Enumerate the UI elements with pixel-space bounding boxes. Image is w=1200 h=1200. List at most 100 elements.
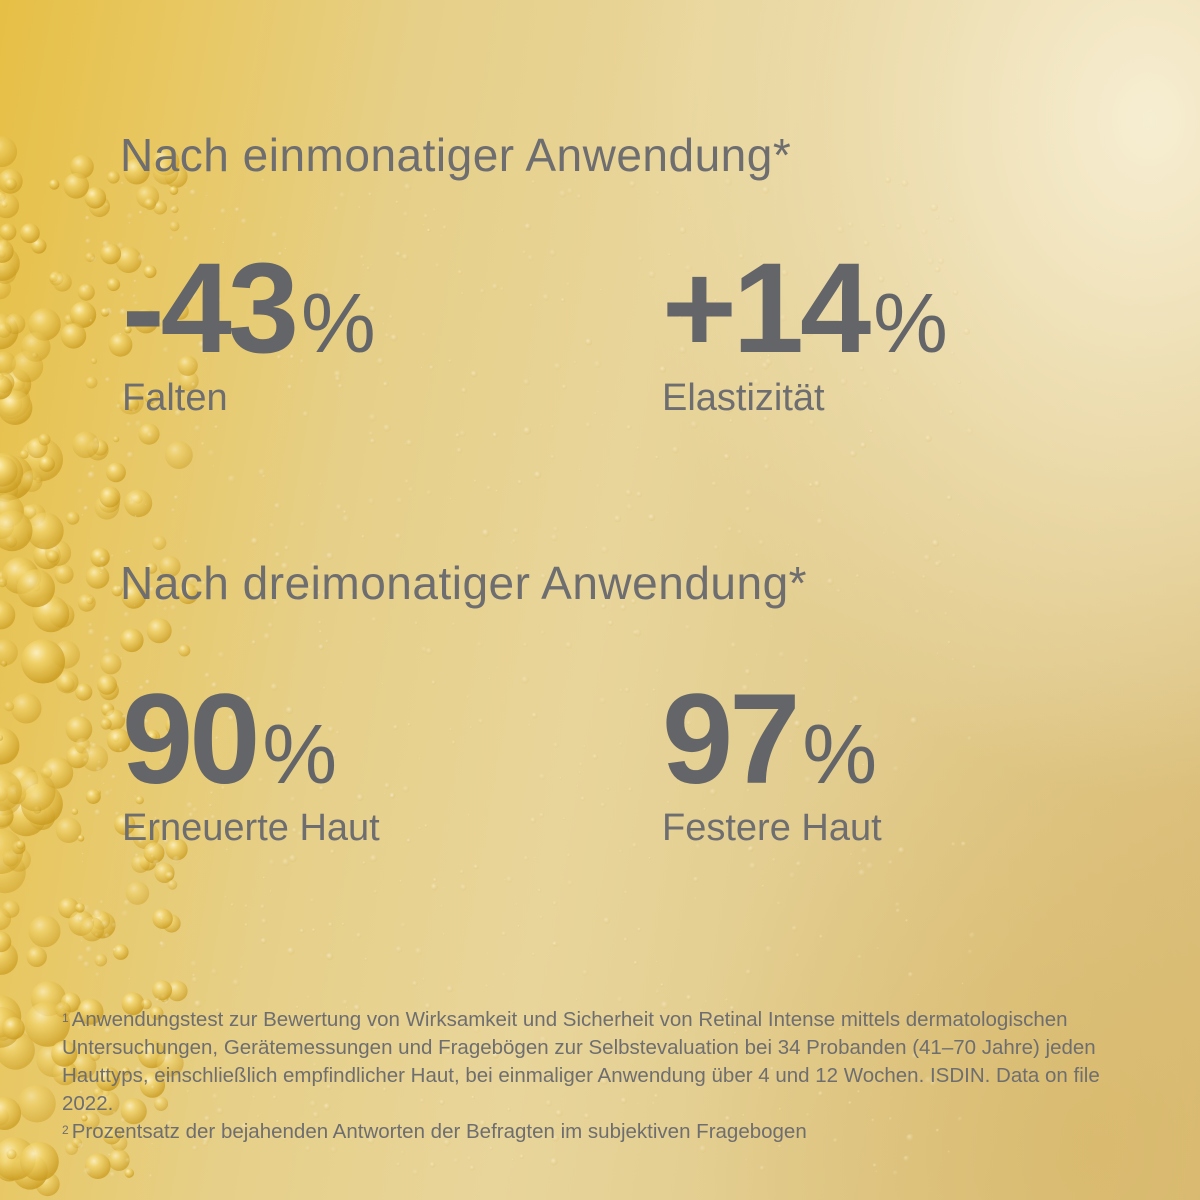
droplet <box>952 289 959 296</box>
droplet <box>157 604 160 608</box>
droplet <box>686 994 692 1001</box>
droplet <box>191 382 196 387</box>
droplet <box>263 632 271 641</box>
droplet <box>152 158 179 185</box>
droplet <box>432 208 436 212</box>
droplet <box>631 842 638 849</box>
stat-renewed-skin-label: Erneuerte Haut <box>122 807 380 849</box>
droplet <box>119 308 127 317</box>
droplet <box>671 446 680 454</box>
droplet <box>673 712 679 718</box>
droplet <box>566 879 574 887</box>
droplet <box>94 1090 120 1116</box>
droplet <box>112 1020 117 1025</box>
droplet <box>109 760 112 763</box>
droplet <box>100 566 105 571</box>
droplet <box>849 450 857 458</box>
droplet <box>80 346 83 349</box>
droplet <box>182 625 188 632</box>
droplet <box>356 932 362 939</box>
droplet <box>77 283 95 301</box>
droplet <box>855 574 860 578</box>
droplet <box>152 859 160 867</box>
droplet <box>120 657 123 660</box>
droplet <box>90 464 95 469</box>
droplet <box>85 946 93 954</box>
droplet <box>782 1045 786 1049</box>
droplet <box>250 537 259 545</box>
droplet <box>761 361 770 370</box>
droplet <box>70 154 94 179</box>
droplet <box>326 552 334 560</box>
droplet <box>28 915 61 948</box>
footnote-2-text: Prozentsatz der bejahenden Antworten der… <box>71 1120 807 1143</box>
droplet <box>648 270 656 279</box>
droplet <box>104 1026 112 1035</box>
droplet <box>207 449 216 457</box>
droplet <box>120 181 125 185</box>
droplet <box>773 309 778 314</box>
droplet <box>461 387 468 394</box>
droplet <box>713 298 718 303</box>
droplet <box>459 430 466 437</box>
droplet <box>123 899 131 907</box>
droplet <box>539 423 543 427</box>
droplet <box>761 884 765 888</box>
droplet <box>126 421 132 428</box>
droplet <box>655 668 660 674</box>
stat-renewed-skin-value: 90 <box>122 668 260 811</box>
droplet <box>256 1114 261 1119</box>
droplet <box>81 514 84 517</box>
droplet <box>565 641 573 649</box>
droplet <box>813 480 821 488</box>
droplet <box>537 888 542 893</box>
droplet <box>85 238 92 245</box>
droplet <box>507 1107 511 1112</box>
droplet <box>339 192 346 199</box>
droplet <box>167 879 178 890</box>
droplet <box>77 593 96 612</box>
droplet <box>26 946 47 967</box>
droplet <box>83 1167 92 1176</box>
droplet <box>183 235 190 242</box>
droplet <box>583 745 587 749</box>
droplet <box>0 639 18 666</box>
droplet <box>684 1029 689 1033</box>
droplet <box>383 382 388 387</box>
droplet <box>88 622 93 628</box>
droplet <box>888 1117 893 1121</box>
droplet <box>198 340 207 349</box>
droplet <box>285 706 294 715</box>
droplet <box>402 785 410 793</box>
droplet <box>63 173 89 199</box>
droplet <box>797 846 799 849</box>
droplet <box>501 931 507 937</box>
droplet <box>214 711 217 714</box>
droplet <box>260 904 265 910</box>
droplet <box>215 736 219 740</box>
droplet <box>97 760 101 764</box>
droplet <box>677 314 683 320</box>
droplet <box>295 1005 299 1009</box>
droplet <box>358 205 362 209</box>
droplet <box>688 207 691 211</box>
droplet <box>342 999 349 1006</box>
droplet <box>473 1026 480 1033</box>
droplet <box>121 910 129 918</box>
droplet <box>752 378 761 386</box>
droplet <box>641 717 644 720</box>
droplet <box>117 388 144 415</box>
droplet <box>103 782 105 785</box>
droplet <box>838 1027 843 1032</box>
droplet <box>711 481 718 487</box>
droplet <box>128 500 136 507</box>
droplet <box>137 254 146 262</box>
droplet <box>333 370 342 379</box>
droplet <box>204 672 211 679</box>
droplet <box>821 509 824 513</box>
droplet <box>141 998 152 1010</box>
droplet <box>150 1006 164 1020</box>
droplet <box>97 962 101 965</box>
droplet <box>872 1163 878 1168</box>
droplet <box>151 751 155 754</box>
